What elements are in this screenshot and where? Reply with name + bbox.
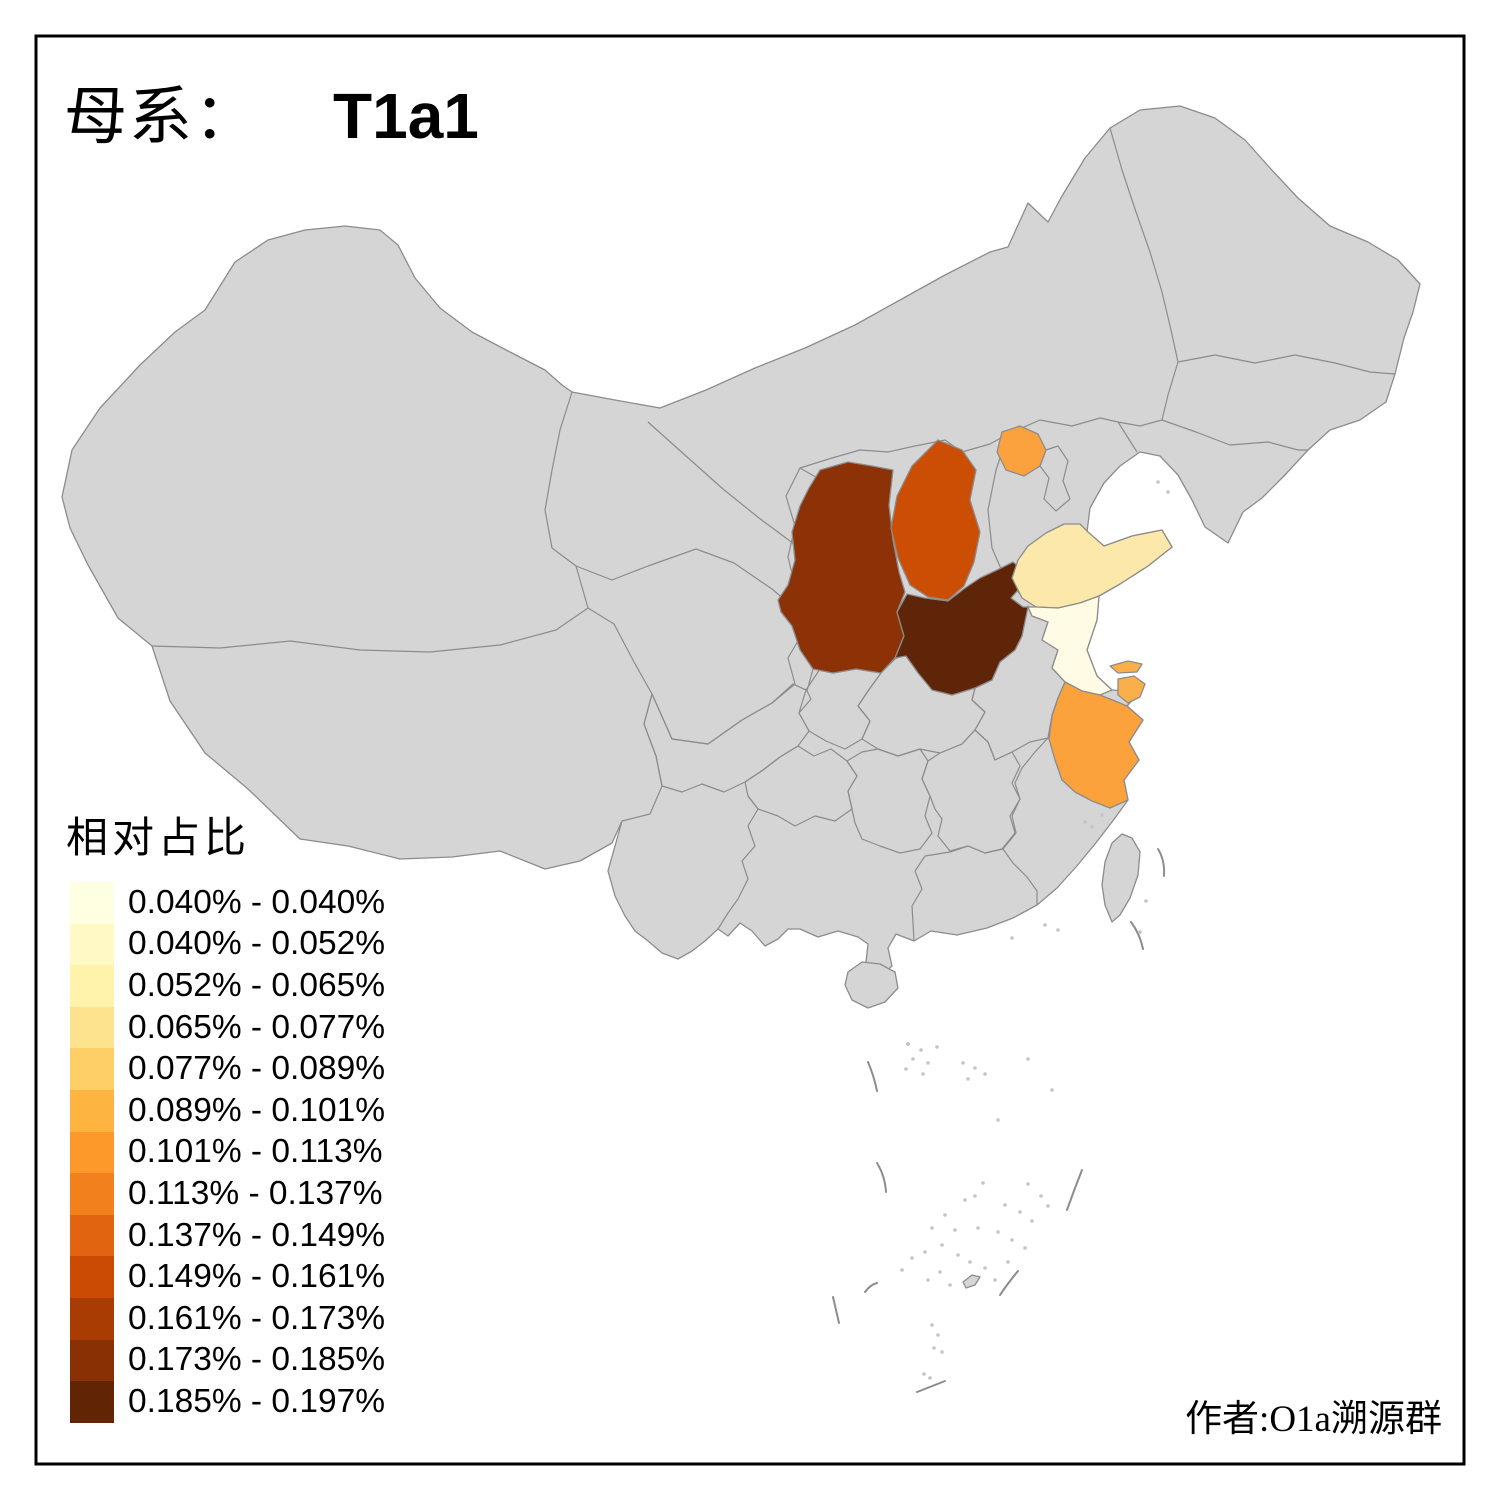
legend-swatch — [70, 1006, 114, 1049]
province-shanghai-chongming — [1109, 660, 1143, 674]
legend-swatch — [70, 1214, 114, 1257]
title-haplogroup: T1a1 — [333, 80, 479, 152]
legend-label: 0.040% - 0.040% — [128, 883, 386, 921]
province-shaanxi — [777, 461, 906, 674]
mainland-outline — [61, 105, 1421, 978]
nine-dash-line — [832, 848, 1166, 1393]
legend-label: 0.113% - 0.137% — [128, 1174, 383, 1212]
border-qinghai-north — [575, 548, 799, 612]
legend-swatch — [70, 1131, 114, 1174]
legend-label: 0.185% - 0.197% — [128, 1382, 386, 1420]
legend-row: 0.040% - 0.040% — [70, 882, 490, 924]
border-xinjiang-south — [151, 607, 589, 653]
legend-swatch — [70, 1297, 114, 1340]
border-fujian-west — [1002, 737, 1049, 905]
legend-row: 0.137% - 0.149% — [70, 1214, 490, 1257]
legend-label: 0.065% - 0.077% — [128, 1008, 386, 1046]
border-innermongolia-south — [799, 433, 1009, 469]
legend-swatch — [70, 1339, 114, 1382]
border-jilin-liaoning — [1161, 419, 1308, 451]
province-henan — [894, 561, 1029, 696]
legend-rows: 0.040% - 0.040% 0.040% - 0.052% 0.052% - 0… — [70, 882, 490, 1423]
border-heilongjiang-west — [1109, 127, 1179, 363]
legend-label: 0.137% - 0.149% — [128, 1216, 386, 1254]
island-nansha-large — [962, 1274, 981, 1289]
legend-swatch — [70, 923, 114, 966]
legend-label: 0.052% - 0.065% — [128, 966, 386, 1004]
legend-swatch — [70, 1381, 114, 1423]
border-yunnan-east — [717, 795, 759, 930]
legend-row: 0.089% - 0.101% — [70, 1089, 490, 1132]
legend-row: 0.161% - 0.173% — [70, 1297, 490, 1340]
legend-swatch — [70, 965, 114, 1007]
legend-swatch — [70, 882, 114, 924]
legend-swatch — [70, 1089, 114, 1132]
border-heilongjiang-jilin — [1177, 354, 1396, 375]
legend-swatch — [70, 1048, 114, 1090]
legend-label: 0.089% - 0.101% — [128, 1091, 386, 1129]
border-guangdong-guangxi — [911, 855, 926, 942]
legend-swatch — [70, 1256, 114, 1298]
province-shanxi — [890, 439, 981, 601]
province-taiwan — [1101, 833, 1141, 923]
legend-title: 相对占比 — [66, 816, 251, 862]
province-beijing — [996, 425, 1047, 477]
legend-row: 0.101% - 0.113% — [70, 1131, 490, 1174]
legend-swatch — [70, 1173, 114, 1215]
legend-row: 0.185% - 0.197% — [70, 1381, 490, 1423]
legend: 相对占比 0.040% - 0.040% 0.040% - 0.052% 0.052… — [66, 804, 385, 1423]
legend-label: 0.101% - 0.113% — [128, 1133, 383, 1171]
legend-label: 0.161% - 0.173% — [128, 1299, 386, 1337]
highlighted-provinces — [777, 425, 1173, 809]
border-hebei-north — [1007, 417, 1138, 453]
islets — [900, 480, 1170, 1380]
province-shanghai — [1117, 675, 1146, 704]
legend-row: 0.065% - 0.077% — [70, 1006, 490, 1049]
plot-frame — [34, 34, 1466, 1466]
legend-label: 0.077% - 0.089% — [128, 1050, 386, 1088]
legend-label: 0.149% - 0.161% — [128, 1258, 386, 1296]
legend-label: 0.040% - 0.052% — [128, 925, 386, 963]
legend-row: 0.052% - 0.065% — [70, 965, 490, 1007]
border-jiangxi — [921, 729, 1021, 854]
legend-row: 0.040% - 0.052% — [70, 923, 490, 966]
legend-row: 0.077% - 0.089% — [70, 1048, 490, 1090]
legend-label: 0.173% - 0.185% — [128, 1341, 386, 1379]
page-title: 母系： T1a1 — [64, 66, 479, 157]
border-guangdong-north — [924, 845, 1004, 857]
province-hainan — [844, 961, 899, 1009]
border-tianjin — [1039, 445, 1071, 512]
title-prefix: 母系： — [64, 82, 259, 152]
province-jiangsu — [1027, 595, 1113, 696]
legend-row: 0.173% - 0.185% — [70, 1339, 490, 1382]
legend-row: 0.149% - 0.161% — [70, 1256, 490, 1298]
legend-row: 0.113% - 0.137% — [70, 1173, 490, 1215]
attribution: 作者:O1a溯源群 — [1185, 1399, 1442, 1440]
province-zhejiang — [1048, 681, 1144, 809]
